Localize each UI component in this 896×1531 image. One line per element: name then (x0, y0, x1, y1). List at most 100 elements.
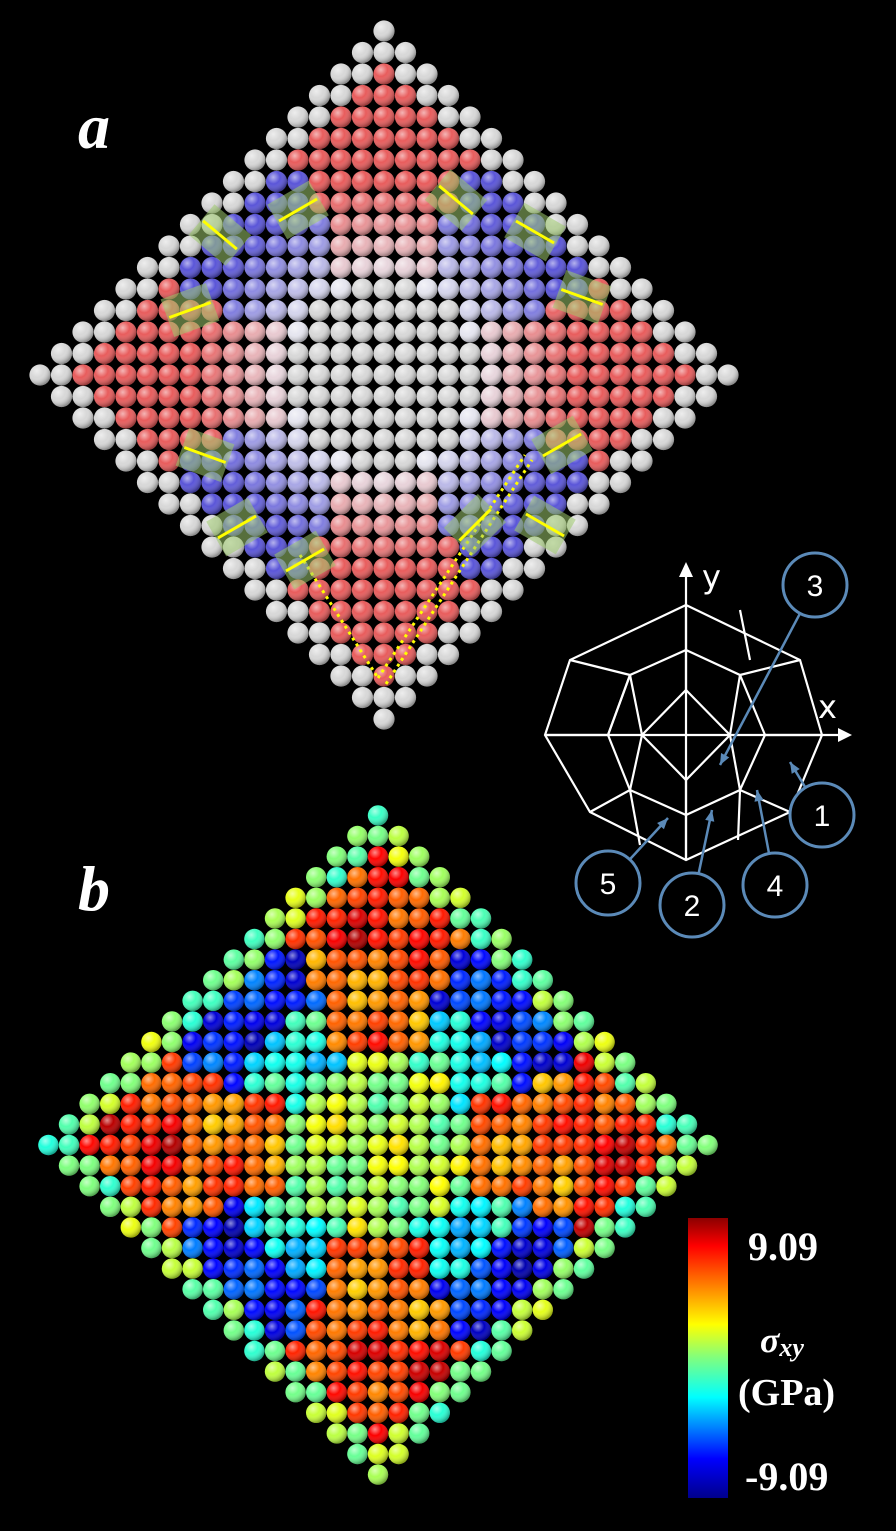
atom-shading (244, 1011, 265, 1032)
atom-shading (244, 192, 266, 214)
atom-shading (347, 825, 368, 847)
atom-shading (394, 321, 417, 343)
atom-shading (470, 1114, 492, 1135)
atom-shading (203, 1134, 224, 1156)
atom-shading (367, 1031, 389, 1053)
atom-shading (409, 1279, 430, 1300)
atom-shading (594, 1217, 615, 1238)
atom-shading (437, 450, 460, 472)
atom-shading (429, 949, 450, 970)
atom-shading (459, 321, 481, 343)
atom-shading (351, 385, 374, 408)
atom-shading (437, 493, 460, 515)
atom-shading (330, 557, 352, 580)
atom-shading (609, 450, 632, 472)
atom-shading (373, 579, 395, 601)
atom-shading (367, 1443, 389, 1465)
atom-shading (373, 278, 395, 300)
atom-shading (615, 1093, 636, 1115)
atom-shading (429, 1402, 450, 1424)
atom-shading (512, 1073, 533, 1094)
atom-shading (416, 450, 438, 472)
atom-shading (136, 428, 159, 451)
atom-shading (532, 1155, 553, 1176)
atom-shading (409, 1320, 430, 1341)
atom-shading (201, 407, 223, 429)
atom-shading (367, 1402, 389, 1424)
atom-shading (179, 342, 202, 365)
atom-shading (326, 1073, 347, 1094)
atom-shading (553, 1011, 574, 1032)
atom-shading (429, 1299, 450, 1321)
atom-shading (306, 1217, 327, 1238)
atom-shading (394, 149, 417, 171)
atom-shading (588, 450, 610, 472)
atom-shading (93, 364, 116, 386)
atom-shading (388, 1258, 409, 1279)
atom-shading (523, 407, 546, 429)
atom-shading (491, 949, 512, 970)
atom-shading (437, 127, 460, 150)
atom-shading (553, 1031, 574, 1053)
atom-shading (615, 1052, 636, 1073)
atom-shading (120, 1073, 141, 1094)
atom-shading (347, 846, 368, 867)
atom-shading (491, 1196, 512, 1218)
atom-shading (502, 342, 524, 365)
atom-shading (512, 970, 533, 991)
marker-box (424, 169, 488, 231)
atom-shading (347, 1279, 368, 1300)
marker-box (267, 180, 329, 240)
atom-shading (351, 213, 374, 236)
atom-shading (223, 970, 244, 991)
atom-shading (347, 1443, 368, 1465)
atom-shading (429, 1340, 450, 1362)
atom-shading (201, 536, 223, 558)
atom-shading (429, 908, 450, 929)
atom-shading (450, 1361, 471, 1382)
panel-label-a: a (78, 91, 110, 162)
atom-shading (553, 1093, 574, 1115)
atom-shading (330, 450, 352, 472)
atom-shading (264, 990, 286, 1011)
atom-shading (416, 170, 438, 193)
atom-shading (308, 342, 331, 365)
atom-shading (100, 1114, 121, 1135)
atom-shading (409, 908, 430, 929)
atom-shading (502, 385, 524, 408)
atom-shading (656, 1114, 677, 1135)
atom-shading (264, 1093, 286, 1115)
marker-box (274, 530, 336, 590)
atom-shading (347, 1155, 368, 1176)
atom-shading (615, 1134, 636, 1156)
atom-shading (285, 990, 306, 1011)
atom-shading (450, 887, 471, 908)
atom-shading (512, 1093, 533, 1115)
atom-shading (450, 1299, 471, 1321)
atom-shading (285, 1217, 306, 1238)
atom-shading (491, 1011, 512, 1032)
atom-shading (287, 471, 309, 494)
atom-shading (409, 1093, 430, 1115)
atom-shading (480, 557, 503, 580)
atom-shading (437, 622, 460, 644)
atom-shading (287, 450, 309, 472)
atom-shading (388, 1361, 409, 1382)
atom-shading (287, 364, 309, 386)
atom-shading (326, 1279, 347, 1300)
atom-shading (72, 321, 94, 343)
atom-shading (347, 1093, 368, 1115)
atom-shading (416, 235, 438, 257)
colorbar-min-label: -9.09 (745, 1454, 828, 1499)
atom-shading (545, 385, 567, 408)
atom-shading (615, 1176, 636, 1197)
atom-shading (416, 149, 438, 171)
atom-shading (373, 450, 395, 472)
atom-shading (502, 364, 524, 386)
atom-shading (388, 908, 409, 929)
atom-shading (409, 990, 430, 1011)
atom-shading (367, 970, 389, 991)
atom-shading (437, 106, 460, 128)
atom-shading (459, 622, 481, 644)
atom-shading (351, 600, 374, 623)
